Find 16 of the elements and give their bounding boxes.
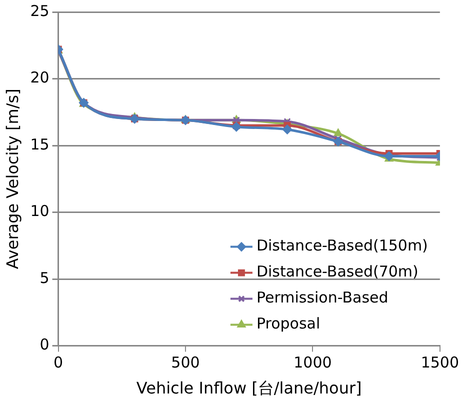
y-tick-label: 10 (30, 202, 50, 220)
x-tick-label: 1000 (294, 354, 332, 372)
y-tick-label: 25 (30, 2, 50, 20)
y-tick-label: 5 (40, 268, 50, 287)
legend-label: Proposal (256, 314, 320, 333)
x-tick-label: 1500 (420, 354, 460, 372)
x-axis-title: Vehicle Inflow [台/lane/hour] (136, 378, 362, 398)
y-axis-title: Average Velocity [m/s] (2, 88, 22, 270)
x-tick-label: 500 (171, 354, 200, 372)
y-tick-label: 20 (30, 68, 50, 87)
legend-label: Permission-Based (256, 288, 388, 307)
legend-label: Distance-Based(70m) (256, 262, 418, 281)
y-tick-label: 0 (40, 336, 50, 354)
y-tick-label: 15 (30, 135, 50, 154)
x-tick-label: 0 (54, 354, 64, 372)
legend-label: Distance-Based(150m) (256, 236, 428, 255)
